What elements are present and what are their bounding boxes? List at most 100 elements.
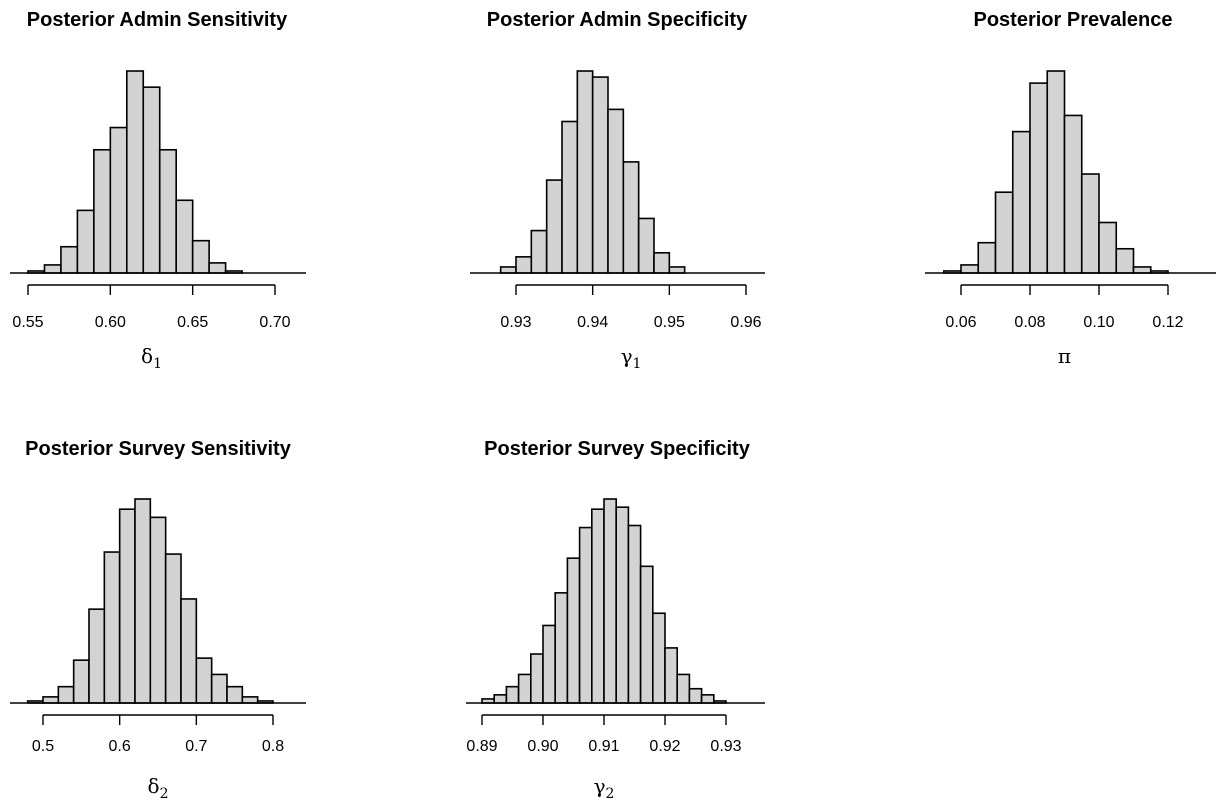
histogram-bar (545, 179, 563, 274)
histogram-bar (668, 266, 686, 274)
histogram-bar (76, 209, 95, 274)
histogram-bar (566, 557, 581, 704)
histogram-bar (576, 70, 594, 274)
histogram-panel-1: Posterior Admin Sensitivity 0.55 0.60 0.65 0… (10, 9, 306, 372)
x-tick-label: 0.5 (32, 738, 54, 755)
histogram-bar (180, 598, 198, 704)
histogram-bar (191, 239, 210, 274)
x-axis-label: δ1 (141, 344, 162, 372)
histogram-bar (43, 264, 62, 274)
histogram-bar (1098, 221, 1118, 274)
histogram-bar (607, 108, 625, 274)
x-axis-subscript: 2 (160, 786, 169, 800)
histogram-bar (226, 685, 244, 704)
histogram-bar (60, 245, 79, 274)
x-tick-label: 0.95 (654, 314, 685, 331)
histogram-bar (664, 647, 678, 704)
x-tick-label: 0.96 (730, 314, 761, 331)
histogram-bar (637, 217, 655, 274)
histogram-bar (1132, 266, 1152, 274)
x-tick-label: 0.12 (1152, 314, 1183, 331)
x-tick-label: 0.8 (262, 738, 284, 755)
histogram-bar (1115, 247, 1135, 274)
histogram-bar (554, 592, 569, 704)
x-tick-label: 0.60 (95, 314, 126, 331)
histogram-bar (1080, 173, 1100, 274)
histogram-bar (142, 86, 161, 274)
histogram-bar (561, 120, 579, 274)
x-tick-label: 0.7 (185, 738, 207, 755)
x-axis-label: γ1 (621, 344, 642, 372)
histogram-bar (93, 148, 112, 274)
x-axis-symbol: δ (148, 774, 160, 798)
x-tick-label: 0.70 (259, 314, 290, 331)
histogram-bar (72, 659, 90, 704)
histogram-bar (591, 76, 609, 274)
histogram-panel-4: Posterior Survey Sensitivity 0.5 0.6 0.7 0.8… (10, 438, 306, 800)
histogram-bar (960, 264, 980, 274)
chart-title: Posterior Admin Sensitivity (27, 9, 288, 31)
x-tick-label: 0.93 (710, 738, 741, 755)
x-tick-label: 0.55 (12, 314, 43, 331)
x-axis-label: γ2 (594, 774, 615, 800)
histogram-bar (57, 685, 75, 704)
x-tick-label: 0.91 (588, 738, 619, 755)
histogram-bar (590, 508, 605, 704)
histogram-bar (639, 565, 654, 704)
histogram-bar (195, 657, 213, 704)
histogram-bar (651, 612, 666, 704)
x-axis-subscript: 1 (633, 356, 642, 372)
histogram-bar (615, 506, 630, 704)
x-axis-subscript: 1 (153, 356, 162, 372)
histogram-bar (109, 126, 128, 274)
histogram-bar (530, 229, 548, 274)
x-tick-label: 0.90 (527, 738, 558, 755)
x-tick-label: 0.94 (577, 314, 608, 331)
histogram-bar (688, 687, 703, 704)
histogram-bar (134, 498, 152, 704)
histogram-panel-5: Posterior Survey Specificity 0.89 0.90 0.91… (466, 438, 765, 800)
histogram-bar (1046, 70, 1066, 274)
histogram-bar (505, 685, 520, 704)
histogram-bar (118, 508, 136, 704)
histogram-bar (175, 199, 194, 274)
histogram-bar (1063, 114, 1083, 274)
x-tick-label: 0.92 (649, 738, 680, 755)
histogram-bar (1011, 130, 1031, 274)
histogram-bar (676, 673, 691, 704)
x-axis-subscript: 2 (606, 786, 615, 800)
histogram-bar (126, 70, 145, 274)
chart-title: Posterior Prevalence (974, 9, 1173, 31)
histogram-bar (210, 673, 228, 704)
x-tick-label: 0.65 (177, 314, 208, 331)
histogram-bar (164, 553, 182, 704)
histogram-bar (977, 241, 997, 274)
histogram-bar (627, 524, 642, 704)
chart-title: Posterior Survey Specificity (484, 438, 751, 460)
chart-title: Posterior Survey Sensitivity (25, 438, 292, 460)
histogram-panel-2: Posterior Admin Specificity 0.93 0.94 0.95 0… (470, 9, 765, 372)
histogram-bar (515, 256, 533, 274)
x-axis-label: δ2 (148, 774, 169, 800)
chart-title: Posterior Admin Specificity (487, 9, 748, 31)
histogram-bar (149, 516, 167, 704)
x-axis-label: π (1058, 344, 1071, 368)
histogram-bar (103, 551, 121, 704)
x-axis-symbol: γ (594, 774, 606, 798)
x-tick-label: 0.6 (109, 738, 131, 755)
histogram-bar (653, 252, 671, 274)
histogram-bar (517, 673, 532, 704)
histogram-bar (529, 653, 544, 704)
x-axis-symbol: δ (141, 344, 153, 368)
histogram-bar (700, 694, 715, 704)
x-tick-label: 0.89 (466, 738, 497, 755)
histogram-bar (499, 266, 517, 274)
histogram-bar (493, 694, 508, 704)
histogram-bar (994, 191, 1014, 274)
histogram-bar (241, 696, 259, 704)
histogram-bar (603, 498, 617, 704)
histogram-bar (88, 608, 106, 704)
histogram-panel-3: Posterior Prevalence 0.06 0.08 0.10 0.12 π (925, 9, 1216, 368)
x-axis-symbol: π (1058, 344, 1071, 368)
histogram-bar (158, 148, 178, 274)
